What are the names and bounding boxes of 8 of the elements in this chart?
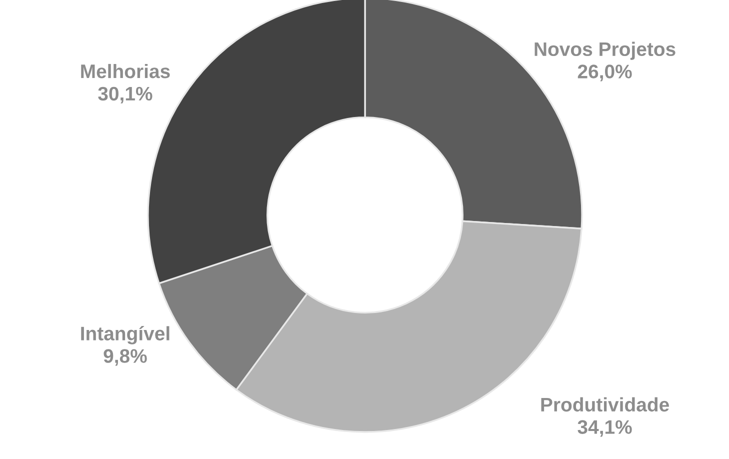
slice-label: Intangível [81, 326, 170, 344]
slice-label: Produtividade [541, 397, 669, 412]
data-label: 30,1% [98, 86, 152, 104]
data-label: 9,8% [104, 349, 147, 366]
slice-label: Novos Projetos [534, 42, 676, 60]
data-label: 34,1% [578, 420, 632, 437]
data-label: 26,0% [578, 64, 632, 82]
slice-label: Melhorias [81, 64, 170, 78]
